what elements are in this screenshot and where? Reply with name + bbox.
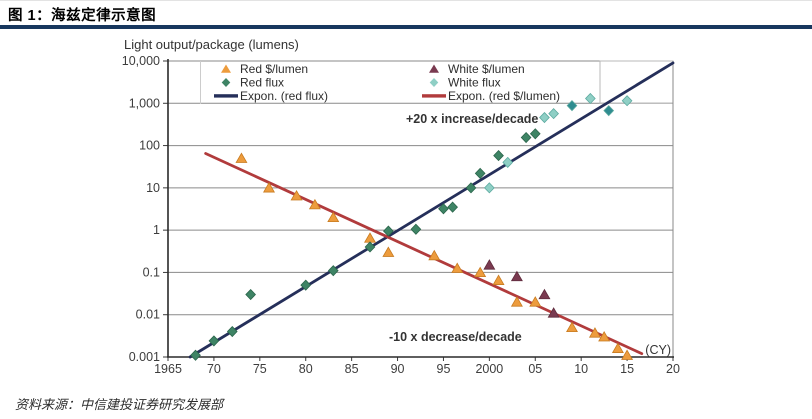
y-tick-label: 10 xyxy=(146,181,160,195)
annotation-decrease-per-decade: -10 x decrease/decade xyxy=(389,330,522,344)
trendline-expon-red-lumen xyxy=(204,152,644,356)
point-red-lumen xyxy=(382,246,395,257)
point-red-lumen xyxy=(492,274,505,285)
point-red-lumen xyxy=(621,349,634,360)
x-tick-label: 2000 xyxy=(475,362,503,376)
point-red-flux xyxy=(226,325,238,338)
point-red-lumen xyxy=(235,152,248,163)
trendline-layer xyxy=(188,61,675,359)
legend-label-red-lumen: Red $/lumen xyxy=(240,62,308,76)
legend-label-white-flux: White flux xyxy=(448,76,501,90)
point-red-lumen xyxy=(566,321,578,333)
point-red-flux xyxy=(410,223,422,235)
figure-title: 图 1：海兹定律示意图 xyxy=(8,8,157,24)
x-tick-label: 15 xyxy=(620,362,634,376)
point-white-lumen xyxy=(510,270,523,282)
point-red-lumen xyxy=(290,189,303,201)
point-red-lumen xyxy=(474,266,487,278)
x-tick-label: 80 xyxy=(299,362,313,376)
point-red-flux xyxy=(245,288,256,301)
point-red-lumen xyxy=(364,232,376,243)
point-red-flux xyxy=(438,203,449,215)
legend-label-white-lumen: White $/lumen xyxy=(448,62,525,76)
y-tick-label: 1 xyxy=(153,223,160,237)
x-tick-label: 1965 xyxy=(154,362,182,376)
point-white-lumen xyxy=(538,288,551,300)
x-tick-label: 95 xyxy=(437,362,451,376)
legend-marker-expon-red-flux xyxy=(214,94,238,98)
point-red-flux xyxy=(493,149,504,162)
point-red-lumen xyxy=(327,211,340,223)
point-red-lumen xyxy=(308,198,321,210)
point-white-flux xyxy=(621,95,633,107)
point-red-lumen xyxy=(529,296,542,307)
legend-label-red-flux: Red flux xyxy=(240,76,284,90)
y-tick-label: 1,000 xyxy=(129,96,160,110)
point-red-lumen xyxy=(611,342,624,353)
y-tick-label: 100 xyxy=(139,139,160,153)
source-note: 资料来源：中信建投证券研究发展部 xyxy=(15,397,224,412)
point-red-flux xyxy=(364,241,376,253)
point-red-flux xyxy=(529,128,541,140)
x-tick-label: 75 xyxy=(253,362,267,376)
trendline-expon-red-flux xyxy=(188,61,675,359)
point-red-lumen xyxy=(588,327,601,338)
point-white-flux xyxy=(548,108,559,120)
title-rule xyxy=(0,25,812,29)
point-red-lumen xyxy=(428,249,441,261)
point-white-flux xyxy=(484,182,495,194)
x-axis-unit-label: (CY) xyxy=(645,343,671,357)
point-red-lumen xyxy=(451,262,464,273)
point-red-flux xyxy=(190,349,201,361)
legend-marker-red-lumen xyxy=(221,64,231,73)
y-tick-label: 0.01 xyxy=(136,308,160,322)
point-white-flux xyxy=(566,100,578,112)
legend-marker-white-lumen xyxy=(429,64,439,73)
point-red-flux xyxy=(300,279,312,291)
point-red-flux xyxy=(383,225,394,237)
legend-label-expon-red-lumen: Expon. (red $/lumen) xyxy=(448,89,560,103)
data-point-layer xyxy=(190,92,634,361)
y-tick-label: 10,000 xyxy=(122,54,160,68)
point-red-flux xyxy=(208,335,220,347)
legend-label-expon-red-flux: Expon. (red flux) xyxy=(240,89,328,103)
point-white-lumen xyxy=(547,307,560,318)
point-red-lumen xyxy=(263,182,275,193)
point-red-flux xyxy=(447,201,458,213)
point-white-lumen xyxy=(483,259,496,270)
y-tick-label: 0.1 xyxy=(143,265,160,279)
x-tick-label: 90 xyxy=(391,362,405,376)
x-tick-label: 20 xyxy=(666,362,680,376)
annotation-increase-per-decade: +20 x increase/decade xyxy=(406,112,538,126)
point-red-lumen xyxy=(510,296,523,307)
grid-layer xyxy=(163,60,674,361)
point-red-flux xyxy=(520,131,532,144)
legend-marker-white-flux xyxy=(429,78,439,87)
point-white-flux xyxy=(502,156,514,168)
plot-artifact-box xyxy=(599,60,674,104)
point-red-flux xyxy=(465,182,477,194)
legend-marker-red-flux xyxy=(221,78,231,87)
x-tick-label: 05 xyxy=(528,362,542,376)
point-red-flux xyxy=(474,167,486,179)
x-tick-label: 85 xyxy=(345,362,359,376)
point-white-flux xyxy=(603,105,615,117)
x-tick-label: 70 xyxy=(207,362,221,376)
point-white-flux xyxy=(539,111,550,124)
point-red-flux xyxy=(327,265,339,277)
point-red-lumen xyxy=(598,331,611,342)
x-tick-label: 10 xyxy=(574,362,588,376)
legend-marker-expon-red-lumen xyxy=(422,94,446,98)
chart-title: Light output/package (lumens) xyxy=(124,37,299,52)
y-tick-label: 0.001 xyxy=(129,350,160,364)
point-white-flux xyxy=(585,92,596,105)
